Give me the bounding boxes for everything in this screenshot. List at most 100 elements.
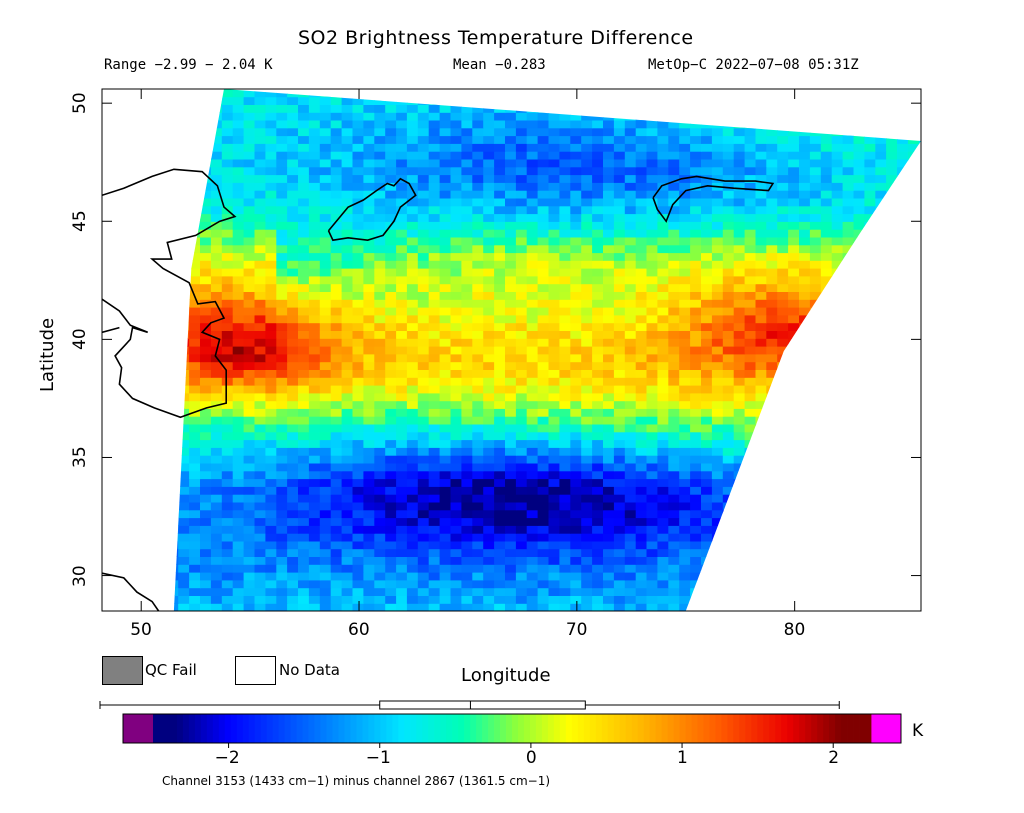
heatmap-cell (744, 439, 757, 448)
heatmap-cell (624, 603, 637, 611)
heatmap-cell (461, 595, 473, 604)
heatmap-cell (886, 377, 898, 386)
heatmap-cell (777, 431, 789, 441)
heatmap-cell (276, 229, 288, 238)
heatmap-cell (799, 260, 811, 269)
heatmap-cell (581, 252, 593, 261)
heatmap-cell (319, 174, 332, 183)
heatmap-cell (744, 221, 757, 230)
heatmap-cell (157, 455, 169, 463)
heatmap-cell (505, 392, 517, 402)
heatmap-cell (907, 229, 920, 238)
heatmap-cell (102, 354, 114, 362)
heatmap-cell (483, 190, 495, 199)
heatmap-cell (461, 143, 473, 152)
heatmap-cell (221, 307, 234, 316)
heatmap-cell (298, 439, 310, 448)
heatmap-cell (146, 159, 158, 167)
heatmap-cell (635, 252, 648, 261)
heatmap-cell (864, 392, 876, 402)
heatmap-cell (777, 361, 789, 370)
heatmap-cell (537, 579, 550, 589)
heatmap-cell (157, 564, 169, 572)
heatmap-cell (766, 603, 778, 611)
heatmap-cell (319, 158, 332, 168)
heatmap-cell (254, 564, 266, 573)
heatmap-cell (157, 369, 169, 377)
heatmap-cell (657, 346, 669, 355)
heatmap-cell (603, 96, 615, 105)
heatmap-cell (831, 268, 844, 277)
heatmap-cell (809, 322, 822, 331)
heatmap-cell (777, 112, 789, 121)
heatmap-cell (276, 96, 288, 105)
heatmap-cell (603, 104, 615, 113)
heatmap-cell (875, 377, 887, 386)
heatmap-cell (450, 517, 462, 526)
heatmap-cell (265, 353, 277, 363)
heatmap-cell (635, 447, 648, 456)
heatmap-cell (603, 501, 615, 511)
heatmap-cell (363, 283, 375, 292)
heatmap-cell (439, 369, 452, 378)
heatmap-cell (657, 447, 669, 456)
heatmap-cell (298, 603, 310, 611)
heatmap-cell (189, 501, 201, 511)
heatmap-cell (396, 455, 408, 464)
heatmap-cell (385, 392, 397, 402)
heatmap-cell (635, 260, 648, 269)
heatmap-cell (897, 369, 909, 378)
heatmap-cell (232, 268, 245, 277)
heatmap-cell (505, 423, 517, 433)
heatmap-cell (526, 244, 539, 254)
heatmap-cell (722, 112, 735, 121)
heatmap-cell (864, 158, 876, 168)
heatmap-cell (897, 268, 909, 277)
heatmap-cell (679, 455, 691, 464)
heatmap-cell (613, 307, 626, 316)
heatmap-cell (581, 229, 593, 238)
heatmap-cell (777, 486, 789, 495)
heatmap-cell (603, 307, 615, 316)
heatmap-cell (428, 385, 441, 394)
heatmap-cell (548, 119, 560, 129)
heatmap-cell (428, 595, 441, 604)
heatmap-cell (298, 369, 310, 378)
heatmap-cell (526, 525, 539, 534)
heatmap-cell (559, 416, 571, 425)
heatmap-cell (396, 221, 408, 230)
heatmap-cell (820, 283, 833, 292)
heatmap-cell (254, 385, 266, 394)
heatmap-cell (243, 307, 256, 316)
heatmap-cell (809, 275, 822, 285)
heatmap-cell (668, 135, 680, 144)
heatmap-cell (146, 323, 158, 331)
heatmap-cell (341, 229, 354, 238)
heatmap-cell (276, 501, 288, 511)
heatmap-cell (766, 470, 778, 480)
heatmap-cell (809, 112, 822, 121)
heatmap-cell (603, 197, 615, 207)
heatmap-cell (526, 338, 539, 347)
heatmap-cell (363, 385, 375, 394)
heatmap-cell (352, 322, 364, 331)
heatmap-cell (559, 603, 571, 611)
heatmap-cell (505, 158, 517, 168)
heatmap-cell (254, 322, 266, 331)
heatmap-cell (189, 525, 201, 534)
heatmap-cell (809, 190, 822, 199)
heatmap-cell (113, 588, 125, 596)
heatmap-cell (820, 455, 833, 464)
heatmap-cell (690, 143, 702, 152)
heatmap-cell (428, 330, 441, 339)
heatmap-cell (341, 221, 354, 230)
heatmap-cell (864, 174, 876, 183)
heatmap-cell (276, 330, 288, 339)
heatmap-cell (515, 104, 528, 113)
heatmap-cell (330, 174, 343, 183)
heatmap-cell (363, 595, 375, 604)
heatmap-cell (788, 392, 800, 402)
heatmap-cell (406, 385, 419, 394)
heatmap-cell (363, 423, 375, 433)
heatmap-cell (232, 158, 245, 168)
